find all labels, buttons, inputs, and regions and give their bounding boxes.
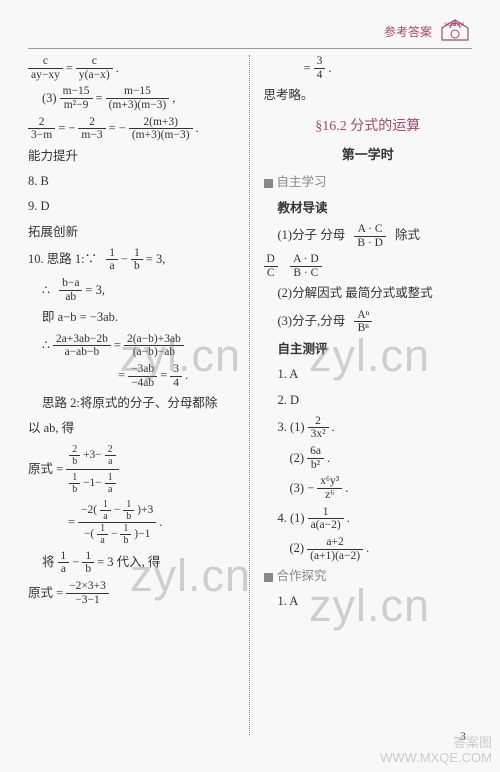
sub-textbook: 教材导读 <box>264 198 473 219</box>
sub-selftest: 自主测评 <box>264 339 473 360</box>
ans4-1: 4. (1) 1a(a−2). <box>264 506 473 532</box>
ans2: 2. D <box>264 390 473 411</box>
q10-method2a: 思路 2:将原式的分子、分母都除 <box>28 393 237 414</box>
q10-bigfrac: 原式 = 2b +3− 2a 1b −1− 1a <box>28 444 237 495</box>
corner-watermark: 答案图 WWW.MXQE.COM <box>380 735 492 766</box>
li1: (1)分子 分母 A · CB · D 除式 <box>264 223 473 249</box>
eq-2-over-3m: 23−m = − 2m−3 = − 2(m+3)(m+3)(m−3) . <box>28 116 237 142</box>
ans3-2: (2) 6ab². <box>264 445 473 471</box>
school-badge-icon: SCHOOL <box>438 18 472 44</box>
answer-9: 9. D <box>28 196 237 217</box>
eq-m15: (3) m−15m²−9 = m−15(m+3)(m−3) , <box>28 85 237 111</box>
q10-method2b: 以 ab, 得 <box>28 418 237 439</box>
block-coop: 合作探究 <box>264 566 473 587</box>
q10-eq4: = −3ab−4ab = 34. <box>28 363 237 389</box>
ans4-2: (2) a+2(a+1)(a−2). <box>264 536 473 562</box>
ans1: 1. A <box>264 364 473 385</box>
q10-eq5: = −2( 1a − 1b )+3 −( 1a − 1b )−1 <box>28 499 237 546</box>
content-columns: cay−xy = cy(a−x) . (3) m−15m²−9 = m−15(m… <box>28 55 472 735</box>
ans3-3: (3) − x⁶y³z⁶. <box>264 475 473 501</box>
li2: (2)分解因式 最简分式或整式 <box>264 283 473 304</box>
q10-line3: 即 a−b = −3ab. <box>28 307 237 328</box>
eq-3-4: = 34 . <box>264 55 473 81</box>
block-self-study: 自主学习 <box>264 172 473 193</box>
li3: (3)分子,分母 AⁿBⁿ <box>264 309 473 335</box>
note-omit: 思考略。 <box>264 85 473 106</box>
q10-sub: 将 1a − 1b = 3 代入, 得 <box>28 550 237 576</box>
section-16-2: §16.2 分式的运算 <box>264 115 473 139</box>
coop-ans1: 1. A <box>264 591 473 612</box>
lesson-1: 第一学时 <box>264 144 473 166</box>
li1b: DC A · DB · C <box>264 253 473 279</box>
q10-therefore: ∴ b−aab = 3, <box>28 277 237 303</box>
eq-c-over: cay−xy = cy(a−x) . <box>28 55 237 81</box>
answer-8: 8. B <box>28 171 237 192</box>
svg-text:SCHOOL: SCHOOL <box>444 23 466 28</box>
left-column: cay−xy = cy(a−x) . (3) m−15m²−9 = m−15(m… <box>28 55 250 735</box>
right-column: = 34 . 思考略。 §16.2 分式的运算 第一学时 自主学习 教材导读 (… <box>250 55 473 735</box>
q10-final: 原式 = −2×3+3−3−1 <box>28 580 237 606</box>
q10-line1: 10. 思路 1:∵ 1a − 1b = 3, <box>28 247 237 273</box>
ability-heading: 能力提升 <box>28 146 237 167</box>
expand-heading: 拓展创新 <box>28 222 237 243</box>
ans3-1: 3. (1) 23x². <box>264 415 473 441</box>
header-label: 参考答案 <box>384 23 432 40</box>
q10-eq3: ∴ 2a+3ab−2ba−ab−b = 2(a−b)+3ab(a−b)−ab <box>28 333 237 359</box>
page-header: 参考答案 SCHOOL <box>28 18 472 49</box>
